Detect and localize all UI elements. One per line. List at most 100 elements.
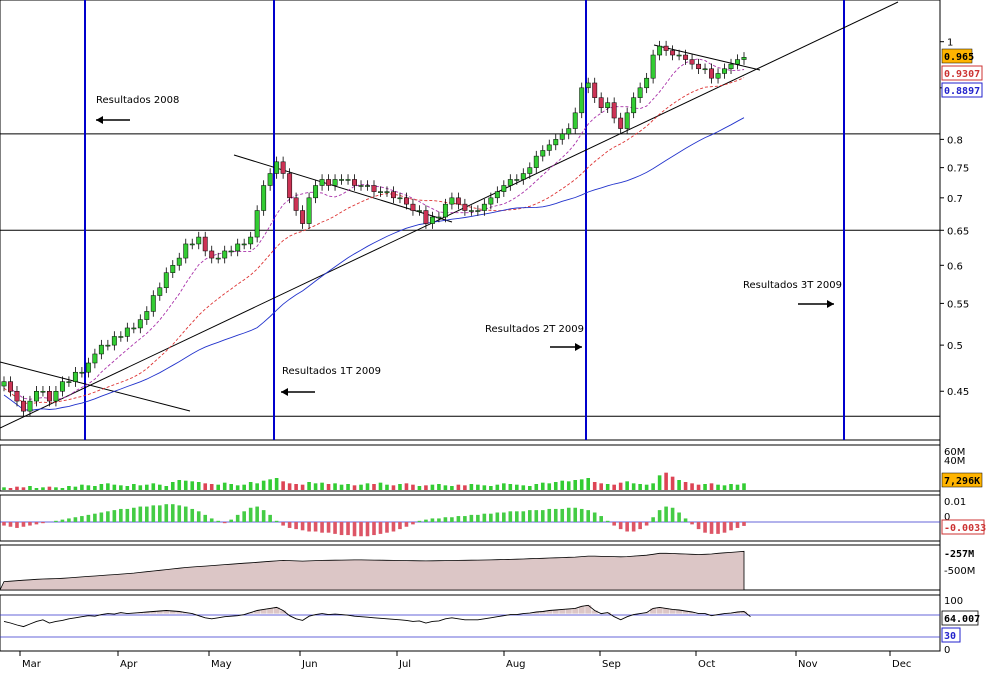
candle-body <box>404 197 409 205</box>
candle-body <box>663 45 669 51</box>
macd-bar <box>125 508 130 522</box>
volume-bar <box>216 484 221 490</box>
macd-bar <box>183 506 188 522</box>
volume-tick-40m: 40M <box>944 456 965 467</box>
candle-body <box>475 210 481 212</box>
macd-bar <box>151 505 156 522</box>
volume-bar <box>709 483 714 490</box>
candle-body <box>579 87 585 114</box>
volume-bar <box>145 484 149 490</box>
candle-body <box>228 250 234 253</box>
volume-bar <box>703 484 707 490</box>
candle-body <box>696 63 702 70</box>
volume-bar <box>339 484 344 490</box>
volume-bar <box>86 485 91 490</box>
badge-ma-short: 0.9307 <box>941 65 983 81</box>
candle-body <box>85 362 91 373</box>
macd-bar <box>722 522 727 533</box>
volume-bar <box>261 480 266 490</box>
volume-bar <box>222 482 227 490</box>
badge-macd: -0.0033 <box>941 519 986 535</box>
volume-bar <box>300 484 305 490</box>
volume-bar <box>326 484 331 490</box>
volume-bar <box>274 478 279 490</box>
volume-bar <box>60 488 65 490</box>
macd-bar <box>28 522 32 526</box>
candle-body <box>501 185 507 192</box>
volume-bar <box>294 484 298 490</box>
macd-bar <box>515 511 519 522</box>
price-tick-label: 0.5 <box>947 341 963 352</box>
volume-bar <box>157 484 162 490</box>
volume-bar <box>372 484 376 490</box>
volume-bar <box>80 484 84 490</box>
volume-bar <box>547 483 552 490</box>
volume-bar <box>450 486 454 490</box>
candle-body <box>592 82 598 98</box>
volume-bar <box>696 484 701 490</box>
volume-bar <box>657 475 662 490</box>
volume-bar <box>125 486 130 490</box>
candle-body <box>124 327 130 337</box>
macd-bar <box>638 522 642 530</box>
time-axis: Mar Apr May Jun Jul Aug Sep Oct Nov Dec <box>19 651 911 670</box>
macd-bar <box>618 522 623 530</box>
candle-body <box>462 203 468 211</box>
macd-bar <box>132 507 136 522</box>
macd-bar <box>138 506 143 522</box>
annotation-label: Resultados 2T 2009 <box>485 324 584 335</box>
volume-bar <box>443 485 448 490</box>
candle-body <box>248 236 254 245</box>
volume-bar <box>151 483 156 490</box>
macd-bar <box>2 522 6 526</box>
candle-body <box>605 102 611 108</box>
candle-body <box>300 210 306 224</box>
volume-bar <box>476 484 480 490</box>
volume-bar <box>41 487 45 490</box>
macd-bar <box>586 510 591 522</box>
macd-bar <box>560 508 565 522</box>
macd-bar <box>326 522 331 533</box>
candle-body <box>468 210 474 212</box>
early-downtrend-line <box>0 361 191 412</box>
macd-bar <box>209 518 214 522</box>
volume-bar <box>8 488 13 490</box>
time-tick-label: Jun <box>301 659 318 670</box>
macd-bar <box>534 510 539 522</box>
volume-bar <box>255 483 259 490</box>
candle-body <box>170 265 176 273</box>
volume-bar <box>15 486 19 490</box>
volume-bar <box>333 483 337 490</box>
volume-bar <box>209 484 214 490</box>
macd-bar <box>60 519 65 522</box>
moving-average-line <box>3 77 745 405</box>
macd-bar <box>553 508 558 522</box>
macd-bar <box>359 522 363 537</box>
candle-body <box>644 77 650 89</box>
moving-average-line <box>3 58 745 401</box>
candle-body <box>319 179 325 186</box>
time-tick-label: Nov <box>798 659 818 670</box>
volume-bar <box>164 486 169 490</box>
volume-bar <box>534 484 539 490</box>
volume-bar <box>469 484 474 490</box>
volume-bar <box>456 484 461 490</box>
volume-bar <box>359 484 363 490</box>
volume-bar <box>235 485 240 490</box>
rsi-tick-100: 100 <box>944 596 963 607</box>
volume-bar <box>138 485 143 490</box>
volume-bar <box>73 486 78 490</box>
candle-body <box>66 381 72 383</box>
uptrend-line <box>0 1 899 429</box>
candle-body <box>735 59 740 65</box>
volume-bar <box>346 484 350 490</box>
macd-bar <box>274 520 279 522</box>
price-tick-label: 0.7 <box>947 194 963 205</box>
candle-body <box>514 179 520 181</box>
volume-bar <box>352 485 357 490</box>
volume-bar <box>508 484 513 490</box>
macd-bar <box>437 518 441 522</box>
moving-averages <box>3 58 745 411</box>
candle-body <box>293 197 299 211</box>
macd-bar <box>417 520 422 522</box>
